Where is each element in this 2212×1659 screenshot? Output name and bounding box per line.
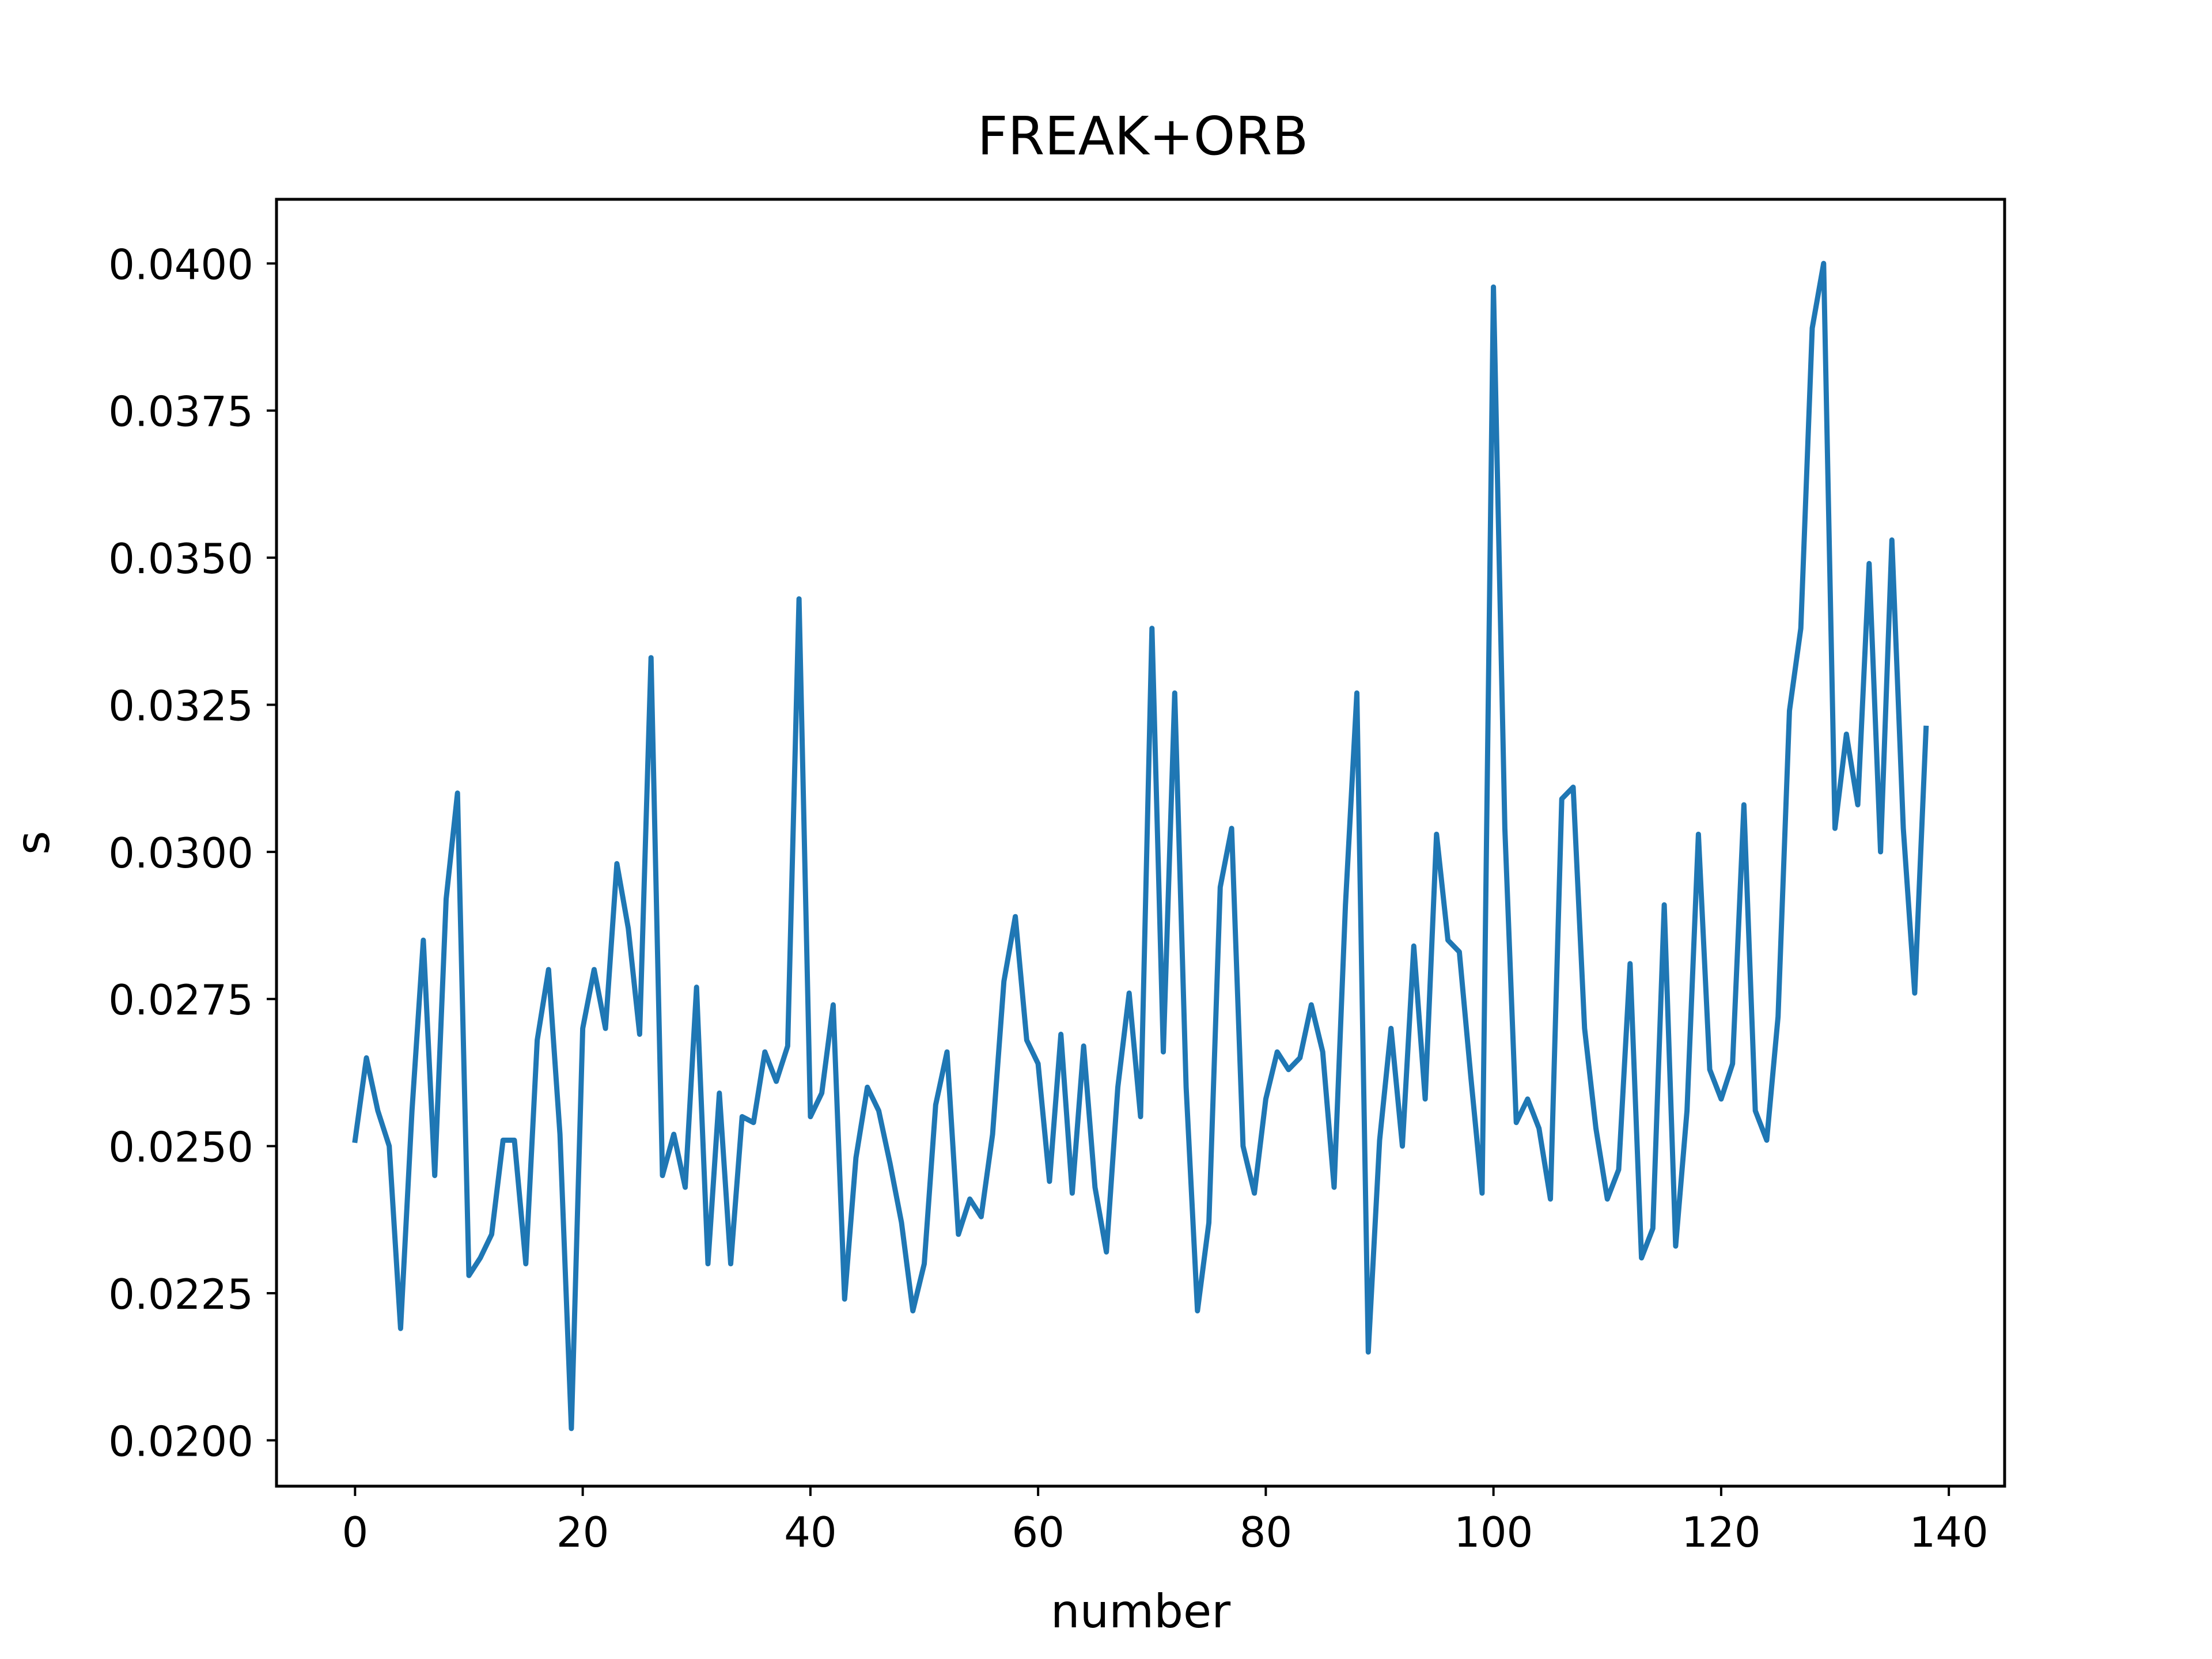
x-tick-label: 60 xyxy=(1012,1508,1065,1556)
y-tick-label: 0.0225 xyxy=(108,1270,253,1319)
y-axis: 0.0200 0.0225 0.0250 0.0275 0.0300 0.0325 0.03… xyxy=(108,240,276,1465)
x-axis-label: number xyxy=(1051,1585,1230,1638)
x-tick-label: 0 xyxy=(342,1508,368,1556)
x-axis: 0 20 40 60 80 100 120 140 xyxy=(342,1486,1988,1556)
y-tick-label: 0.0200 xyxy=(108,1417,253,1465)
y-tick-label: 0.0400 xyxy=(108,240,253,289)
x-tick-label: 80 xyxy=(1240,1508,1293,1556)
y-axis-label: s xyxy=(6,831,60,855)
y-tick-label: 0.0325 xyxy=(108,681,253,730)
y-tick-label: 0.0250 xyxy=(108,1123,253,1172)
x-tick-label: 120 xyxy=(1681,1508,1760,1556)
y-tick-label: 0.0350 xyxy=(108,535,253,583)
y-tick-label: 0.0375 xyxy=(108,388,253,436)
series-line-0 xyxy=(352,260,1929,1431)
x-tick-label: 100 xyxy=(1454,1508,1533,1556)
y-tick-label: 0.0300 xyxy=(108,829,253,877)
chart-title: FREAK+ORB xyxy=(978,105,1309,167)
plot-area xyxy=(352,260,1929,1431)
x-tick-label: 40 xyxy=(784,1508,837,1556)
y-tick-label: 0.0275 xyxy=(108,976,253,1024)
plot-frame xyxy=(275,198,2006,1488)
x-tick-label: 140 xyxy=(1909,1508,1988,1556)
x-tick-label: 20 xyxy=(556,1508,609,1556)
